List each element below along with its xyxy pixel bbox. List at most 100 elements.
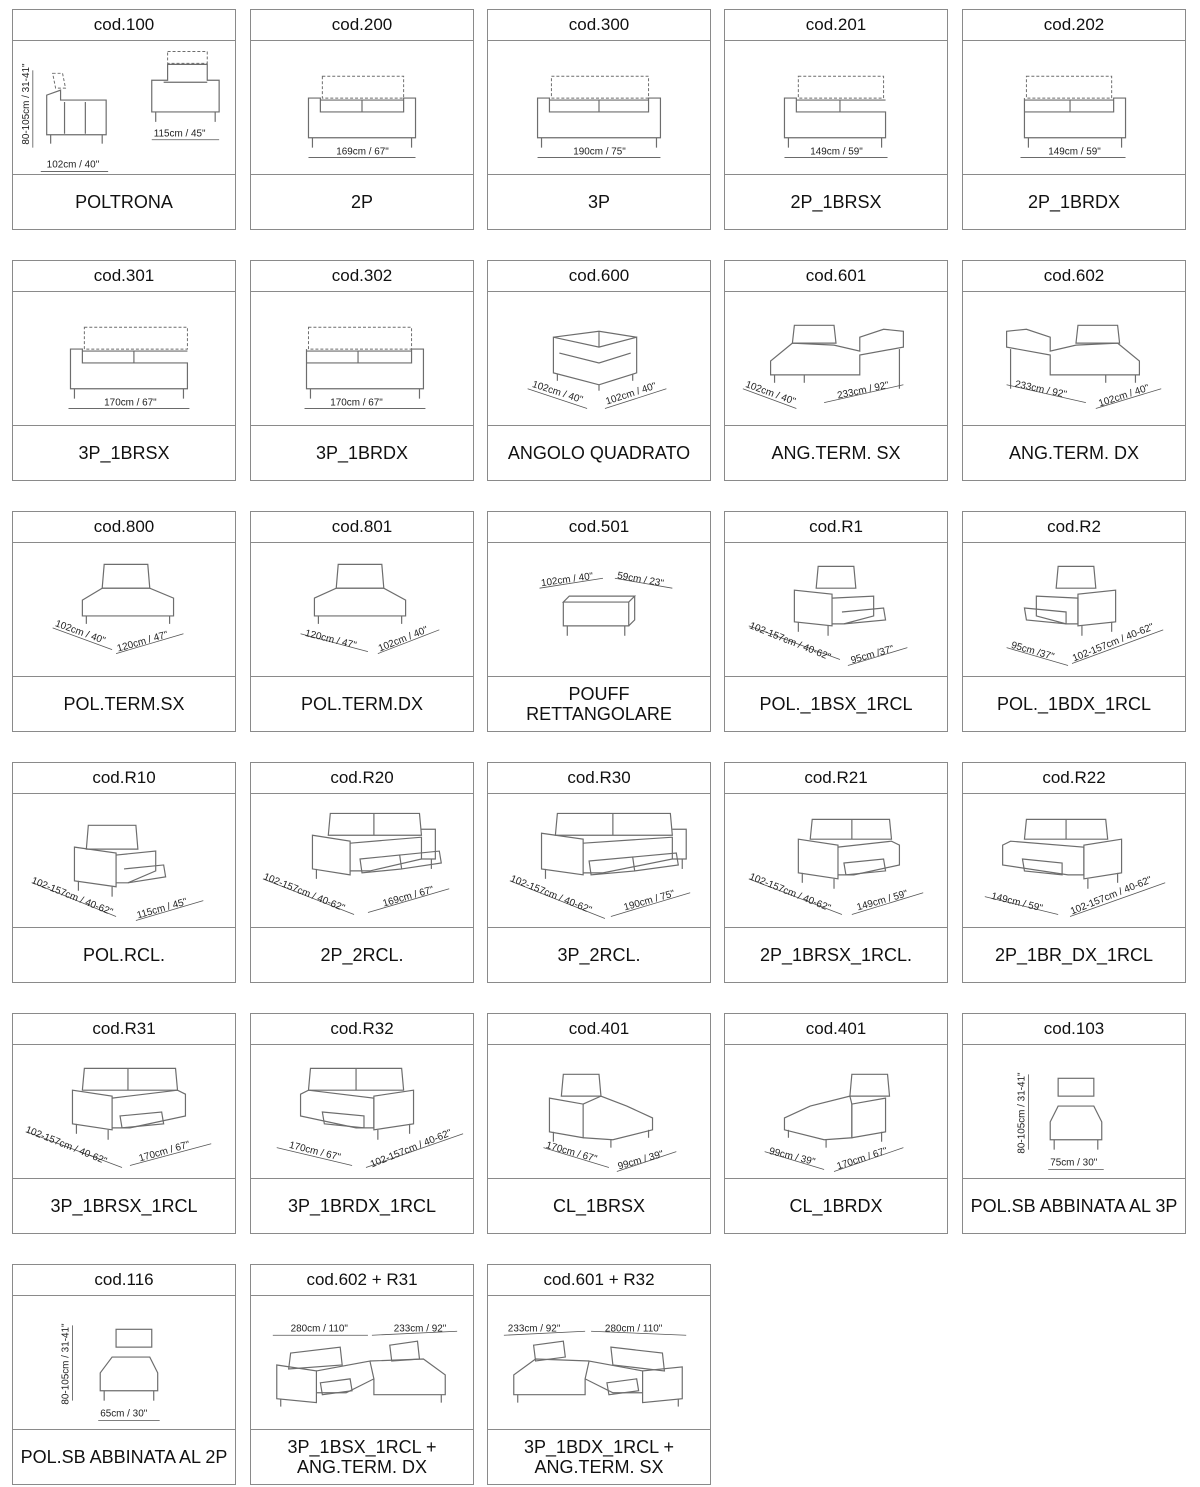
recliner-sofa-drawing: 170cm / 67" 102-157cm / 40-62": [251, 1044, 473, 1179]
product-card-cod-R10: cod.R10 102-157cm / 40-62" 115cm / 45" P…: [12, 762, 236, 983]
product-card-cod-R20: cod.R20 102-157cm / 40-62" 169cm / 67" 2…: [250, 762, 474, 983]
product-code: cod.103: [963, 1014, 1185, 1045]
product-name: POUFF RETTANGOLARE: [488, 676, 710, 731]
product-name: 3P_1BRDX: [251, 425, 473, 480]
width-dim: 169cm / 67": [336, 147, 389, 158]
width-dim: 120cm / 47": [116, 629, 170, 654]
product-name: POL._1BDX_1RCL: [963, 676, 1185, 731]
product-card-cod-103: cod.103 80-105cm / 31-41" 75cm / 30" POL…: [962, 1013, 1186, 1234]
width-dim: 233cm / 92": [1014, 379, 1068, 401]
product-name: ANG.TERM. SX: [725, 425, 947, 480]
width-dim: 170cm / 67": [138, 1139, 192, 1164]
product-code: cod.R21: [725, 763, 947, 794]
recline-dim: 102-157cm / 40-62": [369, 1127, 454, 1170]
product-code: cod.302: [251, 261, 473, 292]
width-dim: 115cm / 45": [154, 129, 206, 140]
corner-sofa-drawing: 280cm / 110" 233cm / 92": [251, 1295, 473, 1430]
sofa-drawing: 149cm / 59": [725, 40, 947, 175]
width-dim: 190cm / 75": [623, 888, 677, 913]
depth-dim: 102cm / 40": [1097, 383, 1151, 410]
product-name: 3P_1BRSX: [13, 425, 235, 480]
product-code: cod.100: [13, 10, 235, 41]
width-dim: 149cm / 59": [1048, 147, 1101, 158]
product-card-cod-801: cod.801 120cm / 47" 102cm / 40" POL.TERM…: [250, 511, 474, 732]
width-dim: 169cm / 67": [382, 884, 436, 909]
product-code: cod.401: [725, 1014, 947, 1045]
chaise-sofa-drawing: 170cm / 67" 99cm / 39": [488, 1044, 710, 1179]
depth-dim: 102cm / 40": [47, 159, 100, 170]
recliner-sofa-drawing: 102-157cm / 40-62" 169cm / 67": [251, 793, 473, 928]
width-dim: 170cm / 67": [288, 1140, 342, 1163]
recline-dim: 102-157cm / 40-62": [748, 871, 833, 914]
sofa-drawing: 170cm / 67": [13, 291, 235, 426]
product-name: POL.TERM.DX: [251, 676, 473, 731]
width-dim: 115cm / 45": [136, 896, 189, 921]
width-dim: 120cm / 47": [304, 628, 358, 651]
product-card-cod-600: cod.600 102cm / 40" 102cm / 40" ANGOLO Q…: [487, 260, 711, 481]
recliner-drawing: 95cm /37" 102-157cm / 40-62": [963, 542, 1185, 677]
product-code: cod.301: [13, 261, 235, 292]
sofa-drawing: 169cm / 67": [251, 40, 473, 175]
product-name: 3P_2RCL.: [488, 927, 710, 982]
product-card-cod-202: cod.202 149cm / 59" 2P_1BRDX: [962, 9, 1186, 230]
product-name: 2P: [251, 174, 473, 229]
corner-drawing: 102cm / 40" 233cm / 92": [725, 291, 947, 426]
product-code: cod.R20: [251, 763, 473, 794]
product-name: POL._1BSX_1RCL: [725, 676, 947, 731]
product-card-cod-301: cod.301 170cm / 67" 3P_1BRSX: [12, 260, 236, 481]
product-code: cod.602 + R31: [251, 1265, 473, 1296]
product-code: cod.401: [488, 1014, 710, 1045]
product-code: cod.202: [963, 10, 1185, 41]
width-dim: 65cm / 30": [100, 1409, 147, 1420]
width-dim: 170cm / 67": [104, 398, 157, 409]
product-name: 2P_1BRSX_1RCL.: [725, 927, 947, 982]
product-code: cod.R2: [963, 512, 1185, 543]
product-card-cod-800: cod.800 102cm / 40" 120cm / 47" POL.TERM…: [12, 511, 236, 732]
depth-dim: 99cm / 39": [768, 1146, 817, 1168]
product-code: cod.601 + R32: [488, 1265, 710, 1296]
recliner-sofa-drawing: 102-157cm / 40-62" 170cm / 67": [13, 1044, 235, 1179]
width-dim: 233cm / 92": [508, 1323, 561, 1334]
product-code: cod.501: [488, 512, 710, 543]
depth-dim: 99cm / 39": [617, 1149, 666, 1173]
armless-chair-drawing: 80-105cm / 31-41" 65cm / 30": [13, 1295, 235, 1430]
product-code: cod.R10: [13, 763, 235, 794]
recline-dim: 102-157cm / 40-62": [24, 1124, 109, 1167]
chaise-drawing: 102cm / 40" 120cm / 47": [13, 542, 235, 677]
product-card-cod-601-R32: cod.601 + R32 233cm / 92" 280cm / 110" 3…: [487, 1264, 711, 1485]
product-name: POL.SB ABBINATA AL 3P: [963, 1178, 1185, 1233]
width-dim: 170cm / 67": [545, 1140, 599, 1165]
product-card-cod-R1: cod.R1 102-157cm / 40-62" 95cm /37" POL.…: [724, 511, 948, 732]
chaise-drawing: 120cm / 47" 102cm / 40": [251, 542, 473, 677]
sofa-drawing: 170cm / 67": [251, 291, 473, 426]
sofa-drawing: 190cm / 75": [488, 40, 710, 175]
width-dim: 149cm / 59": [810, 147, 863, 158]
recliner-sofa-drawing: 149cm / 59" 102-157cm / 40-62": [963, 793, 1185, 928]
recline-dim: 102-157cm / 40-62": [748, 620, 833, 663]
product-code: cod.R30: [488, 763, 710, 794]
product-card-cod-602-R31: cod.602 + R31 280cm / 110" 233cm / 92" 3…: [250, 1264, 474, 1485]
width-dim: 95cm /37": [1010, 640, 1056, 663]
product-card-cod-116: cod.116 80-105cm / 31-41" 65cm / 30" POL…: [12, 1264, 236, 1485]
pouf-drawing: 102cm / 40" 59cm / 23": [488, 542, 710, 677]
product-code: cod.201: [725, 10, 947, 41]
product-code: cod.200: [251, 10, 473, 41]
corner-sofa-drawing: 233cm / 92" 280cm / 110": [488, 1295, 710, 1430]
depth-dim: 102cm / 40": [377, 624, 430, 654]
product-code: cod.600: [488, 261, 710, 292]
width-dim: 170cm / 67": [836, 1145, 890, 1172]
product-code: cod.116: [13, 1265, 235, 1296]
product-code: cod.801: [251, 512, 473, 543]
recline-dim: 102-157cm / 40-62": [30, 875, 115, 918]
product-card-cod-201: cod.201 149cm / 59" 2P_1BRSX: [724, 9, 948, 230]
width-dim: 170cm / 67": [330, 398, 383, 409]
product-name: 3P_1BDX_1RCL + ANG.TERM. SX: [488, 1429, 710, 1484]
height-dim: 80-105cm / 31-41": [1016, 1072, 1027, 1154]
width-dim: 95cm /37": [850, 643, 896, 666]
product-card-cod-401: cod.401 99cm / 39" 170cm / 67" CL_1BRDX: [724, 1013, 948, 1234]
width-dim: 59cm / 23": [616, 570, 665, 589]
height-dim: 80-105cm / 31-41": [21, 63, 32, 145]
width-dim: 149cm / 59": [856, 888, 910, 913]
product-card-cod-302: cod.302 170cm / 67" 3P_1BRDX: [250, 260, 474, 481]
recline-dim: 102-157cm / 40-62": [509, 873, 594, 916]
